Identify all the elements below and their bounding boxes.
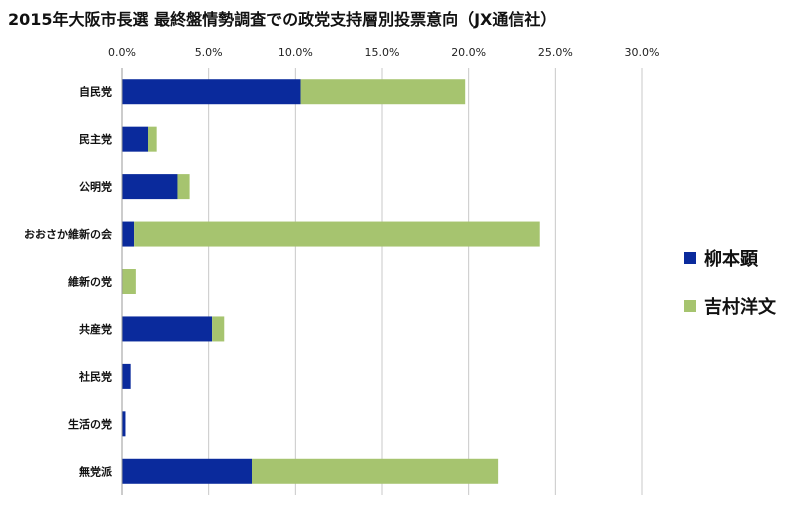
x-tick-label: 30.0% — [625, 46, 660, 59]
legend-label: 柳本顕 — [704, 249, 758, 270]
x-tick-label: 0.0% — [108, 46, 136, 59]
x-tick-label: 15.0% — [365, 46, 400, 59]
x-tick-label: 10.0% — [278, 46, 313, 59]
bar-segment-yoshimura — [300, 79, 466, 105]
bar-segment-yoshimura — [122, 269, 136, 294]
bars — [122, 79, 540, 484]
chart-title: 2015年大阪市長選 最終盤情勢調査での政党支持層別投票意向（JX通信社） — [8, 10, 557, 29]
x-tick-label: 5.0% — [195, 46, 223, 59]
bar-segment-yoshimura — [134, 221, 540, 247]
bar-segment-yanagimoto — [122, 174, 178, 200]
bar-segment-yoshimura — [252, 458, 499, 484]
bar-segment-yanagimoto — [122, 411, 126, 437]
bar-segment-yanagimoto — [122, 363, 131, 389]
bar-segment-yanagimoto — [122, 79, 301, 105]
category-label: 公明党 — [79, 180, 112, 194]
category-label: 社民党 — [78, 369, 112, 383]
x-tick-label: 20.0% — [451, 46, 486, 59]
category-label: おおさか維新の会 — [24, 227, 113, 241]
legend-swatch — [684, 300, 696, 312]
legend-item: 吉村洋文 — [684, 293, 776, 319]
category-label: 維新の党 — [68, 275, 112, 289]
category-label: 無党派 — [79, 464, 113, 478]
category-label: 共産党 — [79, 322, 112, 336]
bar-segment-yoshimura — [212, 316, 225, 342]
bar-segment-yoshimura — [148, 126, 157, 152]
legend: 柳本顕 吉村洋文 — [684, 245, 776, 341]
category-label: 民主党 — [79, 132, 112, 146]
bar-segment-yoshimura — [177, 174, 190, 200]
x-tick-label: 25.0% — [538, 46, 573, 59]
legend-label: 吉村洋文 — [704, 297, 776, 318]
legend-item: 柳本顕 — [684, 245, 776, 271]
bar-segment-yanagimoto — [122, 126, 148, 152]
bar-segment-yanagimoto — [122, 221, 135, 247]
bar-segment-yanagimoto — [122, 316, 213, 342]
x-axis-ticks: 0.0% 5.0% 10.0% 15.0% 20.0% 25.0% 30.0% — [108, 46, 659, 59]
category-label: 自民党 — [79, 85, 112, 99]
gridlines — [208, 68, 643, 495]
category-label: 生活の党 — [68, 417, 112, 431]
legend-swatch — [684, 252, 696, 264]
bar-segment-yanagimoto — [122, 458, 252, 484]
